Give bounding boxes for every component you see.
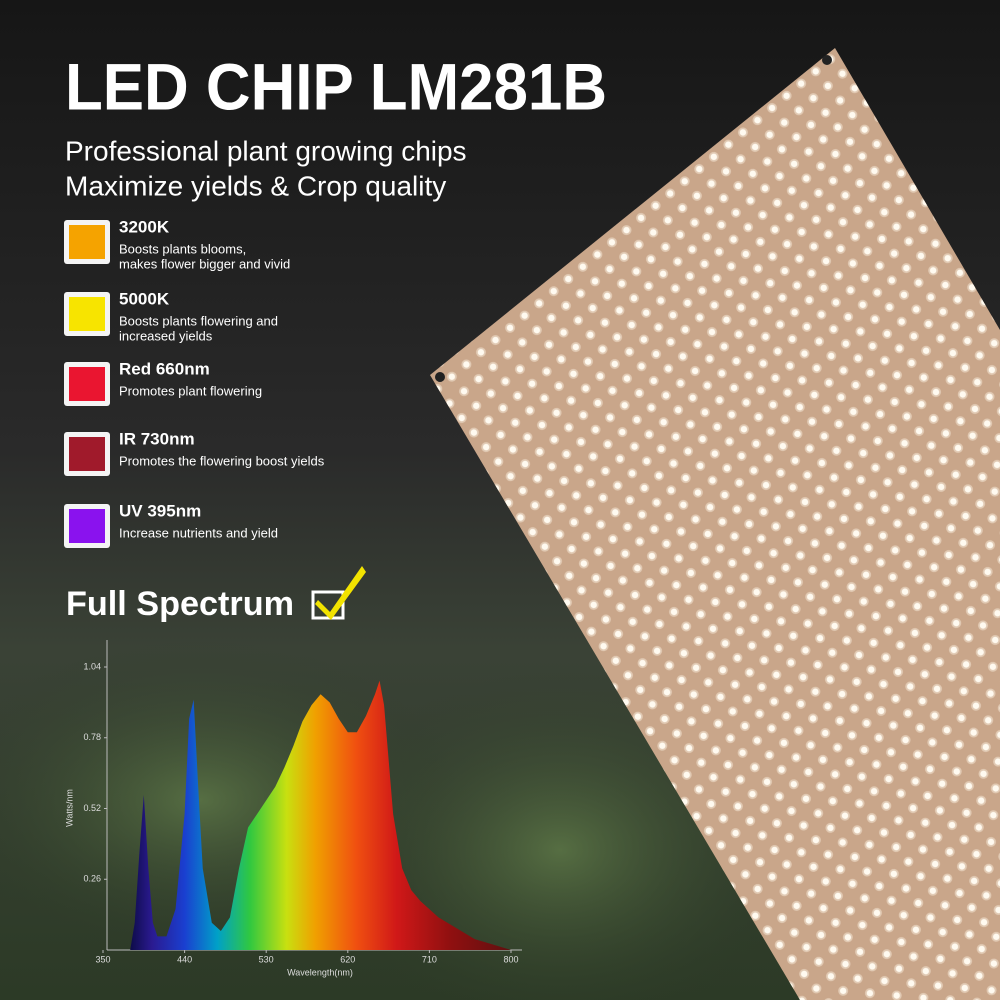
chip-description: Boosts plants blooms, xyxy=(119,241,246,256)
chip-description: Promotes the flowering boost yields xyxy=(119,453,325,468)
chip-description: makes flower bigger and vivid xyxy=(119,256,290,271)
x-tick-label: 620 xyxy=(340,954,355,964)
chip-name: Red 660nm xyxy=(119,359,210,378)
y-tick-label: 1.04 xyxy=(83,661,101,671)
x-tick-label: 440 xyxy=(177,954,192,964)
chip-description: Promotes plant flowering xyxy=(119,383,262,398)
chip-name: UV 395nm xyxy=(119,501,201,520)
spectrum-label: Full Spectrum xyxy=(66,585,294,623)
x-tick-label: 710 xyxy=(422,954,437,964)
x-tick-label: 350 xyxy=(95,954,110,964)
chip-name: 5000K xyxy=(119,289,170,308)
chip-name: IR 730nm xyxy=(119,429,195,448)
chip-color xyxy=(69,297,105,331)
y-tick-label: 0.78 xyxy=(83,732,101,742)
chip-name: 3200K xyxy=(119,217,170,236)
spectrum-chart: 0.26 0.52 0.78 1.04 350 440 530 620 710 800 Wavele… xyxy=(64,640,522,977)
x-axis-label: Wavelength(nm) xyxy=(287,967,353,977)
chip-description: increased yields xyxy=(119,328,213,343)
y-tick-label: 0.26 xyxy=(83,874,101,884)
chip-color xyxy=(69,367,105,401)
subtitle: Professional plant growing chips xyxy=(65,135,467,166)
spectrum-area xyxy=(130,680,511,950)
checkbox-icon xyxy=(311,566,366,620)
chip-color xyxy=(69,225,105,259)
chip-description: Increase nutrients and yield xyxy=(119,525,278,540)
title: LED CHIP LM281B xyxy=(65,49,607,123)
x-tick-label: 800 xyxy=(503,954,518,964)
chip-description: Boosts plants flowering and xyxy=(119,313,278,328)
chip-list: 3200K Boosts plants blooms,makes flower b… xyxy=(64,217,325,548)
x-tick-label: 530 xyxy=(259,954,274,964)
chip-color xyxy=(69,509,105,543)
y-axis-label: Watts/nm xyxy=(64,789,74,827)
chip-color xyxy=(69,437,105,471)
subtitle: Maximize yields & Crop quality xyxy=(65,170,446,201)
y-tick-label: 0.52 xyxy=(83,803,101,813)
